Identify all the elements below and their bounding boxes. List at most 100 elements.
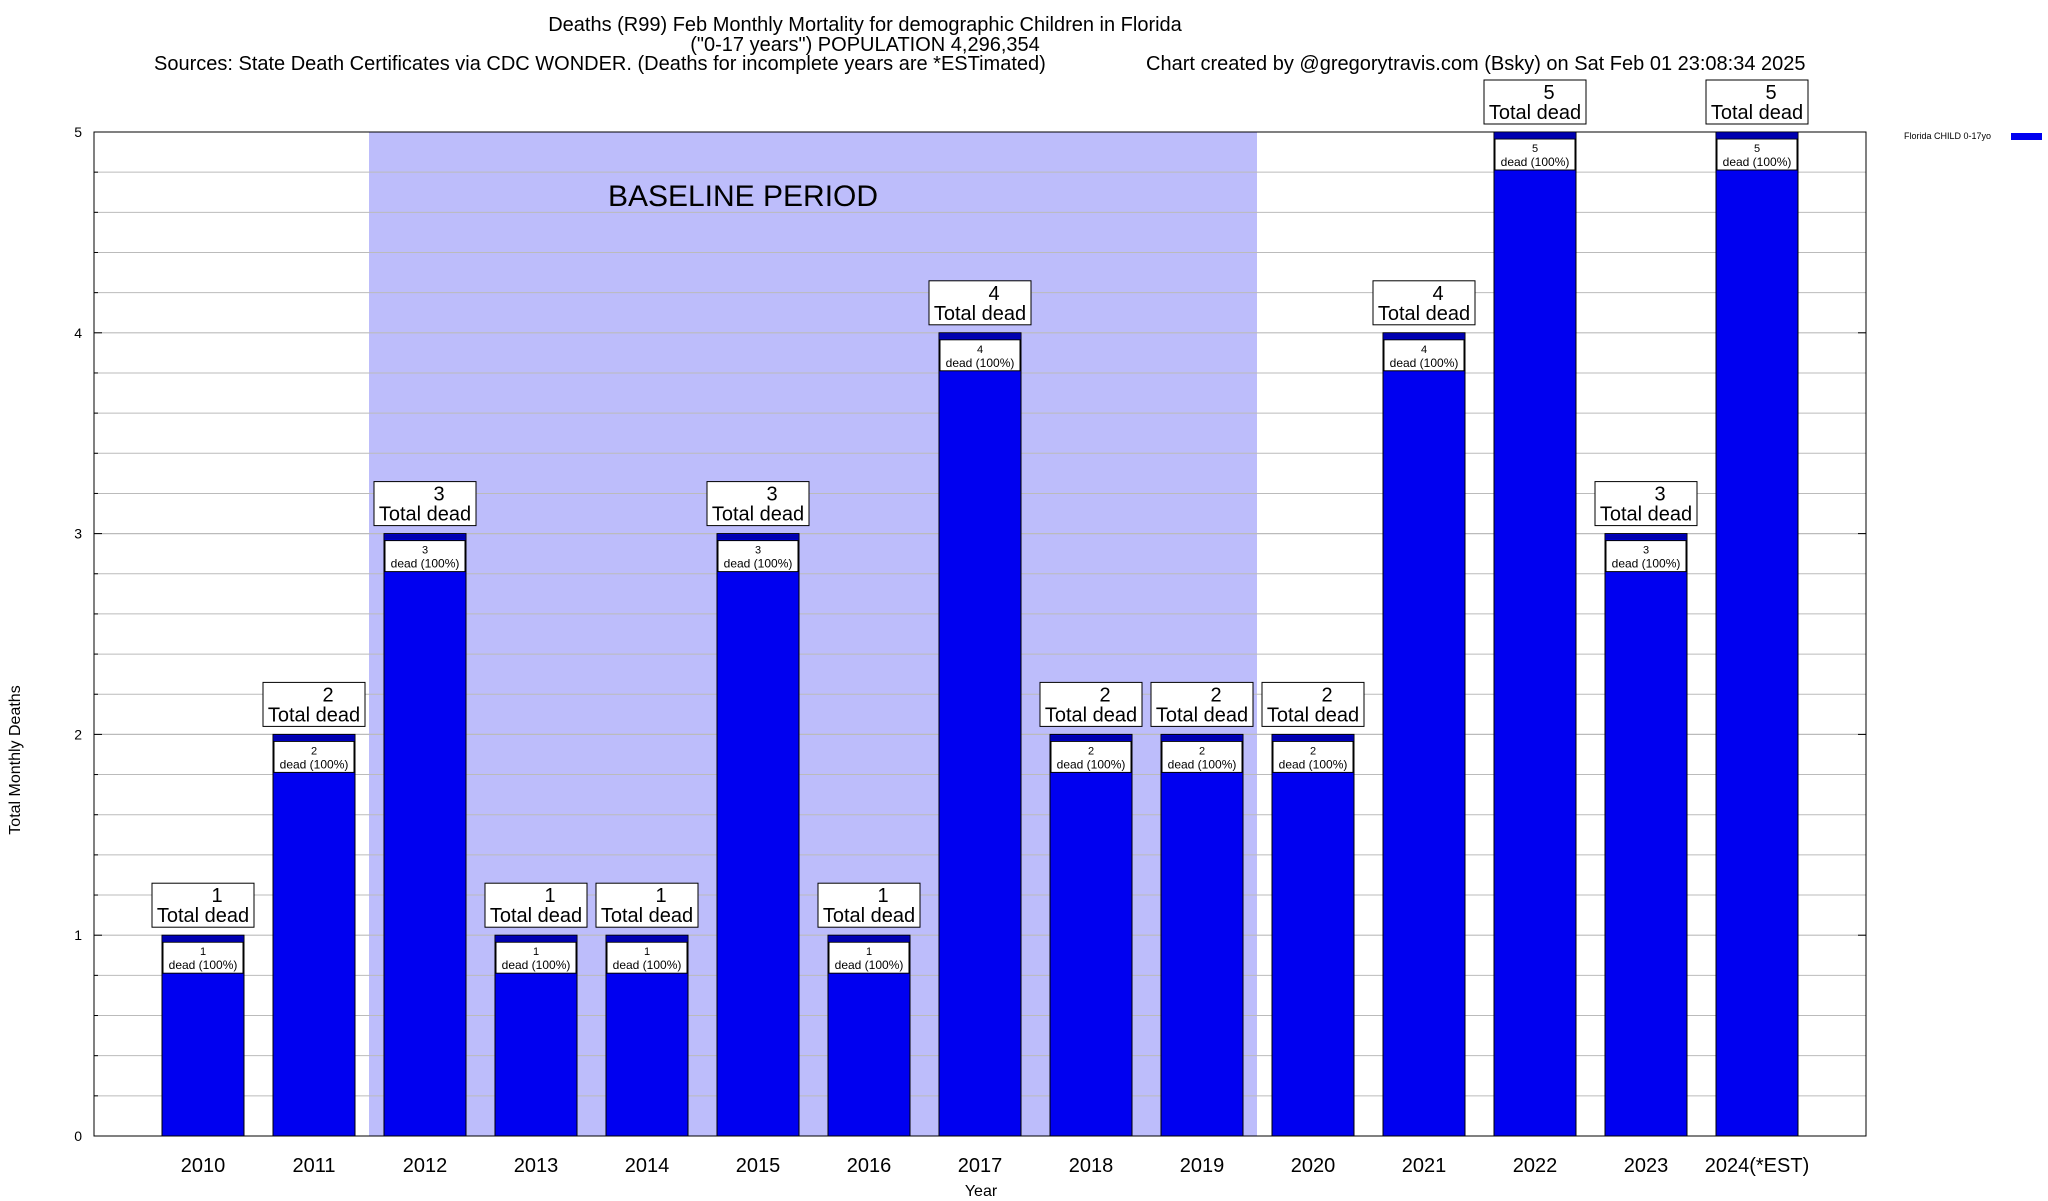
inner-label-value: 5 bbox=[1532, 143, 1538, 155]
chart-title: Deaths (R99) Feb Monthly Mortality for d… bbox=[548, 14, 1182, 36]
inner-label-value: 3 bbox=[755, 545, 761, 557]
bar bbox=[1493, 131, 1577, 1137]
total-label-value: 2 bbox=[1099, 684, 1110, 706]
total-label-value: 1 bbox=[544, 885, 555, 907]
inner-label-text: dead (100%) bbox=[1390, 356, 1459, 370]
total-label-box bbox=[484, 882, 588, 928]
inner-label-text: dead (100%) bbox=[1723, 155, 1792, 169]
inner-label-value: 3 bbox=[422, 545, 428, 557]
total-label-value: 3 bbox=[766, 484, 777, 506]
x-tick-label: 2024(*EST) bbox=[1705, 1155, 1810, 1177]
inner-label-box bbox=[1605, 540, 1687, 573]
bar-top-edge bbox=[829, 936, 909, 942]
x-tick-label: 2010 bbox=[181, 1155, 226, 1177]
total-label-box bbox=[706, 481, 810, 527]
total-label-text: Total dead bbox=[157, 905, 249, 927]
chart-credit: Chart created by @gregorytravis.com (Bsk… bbox=[1146, 53, 1806, 75]
inner-label-value: 5 bbox=[1754, 143, 1760, 155]
total-label-text: Total dead bbox=[1489, 102, 1581, 124]
inner-label-value: 2 bbox=[1199, 745, 1205, 757]
bar bbox=[1160, 733, 1244, 1137]
total-label-text: Total dead bbox=[1267, 704, 1359, 726]
total-label-value: 2 bbox=[322, 684, 333, 706]
inner-label-text: dead (100%) bbox=[613, 958, 682, 972]
total-label-text: Total dead bbox=[490, 905, 582, 927]
x-tick-label: 2014 bbox=[625, 1155, 670, 1177]
bar bbox=[383, 533, 467, 1137]
inner-label-text: dead (100%) bbox=[1612, 557, 1681, 571]
total-label-value: 2 bbox=[1321, 684, 1332, 706]
total-label-box bbox=[817, 882, 921, 928]
inner-label-text: dead (100%) bbox=[280, 757, 349, 771]
x-tick-label: 2011 bbox=[292, 1155, 335, 1177]
sources-note: Sources: State Death Certificates via CD… bbox=[154, 53, 1046, 75]
total-label-text: Total dead bbox=[268, 704, 360, 726]
inner-label-box bbox=[828, 941, 910, 974]
bar bbox=[1604, 533, 1688, 1137]
inner-label-box bbox=[495, 941, 577, 974]
x-tick-label: 2013 bbox=[514, 1155, 559, 1177]
inner-label-box bbox=[939, 339, 1021, 372]
total-label-value: 1 bbox=[655, 885, 666, 907]
total-label-box bbox=[1594, 481, 1698, 527]
bar-top-edge bbox=[1717, 133, 1797, 138]
bar-top-edge bbox=[1162, 735, 1242, 741]
inner-label-text: dead (100%) bbox=[946, 356, 1015, 370]
x-tick-label: 2015 bbox=[736, 1155, 781, 1177]
x-tick-label: 2018 bbox=[1069, 1155, 1114, 1177]
inner-label-text: dead (100%) bbox=[1168, 757, 1237, 771]
total-label-value: 4 bbox=[1432, 283, 1443, 305]
x-tick-label: 2016 bbox=[847, 1155, 892, 1177]
inner-label-value: 3 bbox=[1643, 545, 1649, 557]
y-tick-label: 2 bbox=[74, 726, 82, 742]
total-label-text: Total dead bbox=[1711, 102, 1803, 124]
bar-top-edge bbox=[1384, 333, 1464, 339]
legend-label: Florida CHILD 0-17yo bbox=[1904, 131, 1992, 141]
total-label-box bbox=[262, 681, 366, 727]
bar-top-edge bbox=[163, 936, 243, 942]
inner-label-box bbox=[1494, 138, 1576, 171]
total-label-box bbox=[151, 882, 255, 928]
x-tick-label: 2020 bbox=[1291, 1155, 1336, 1177]
inner-label-value: 2 bbox=[311, 745, 317, 757]
y-tick-label: 0 bbox=[74, 1128, 82, 1144]
bar-top-edge bbox=[385, 534, 465, 540]
bar bbox=[272, 733, 356, 1137]
y-tick-label: 5 bbox=[74, 124, 82, 140]
total-label-value: 1 bbox=[211, 885, 222, 907]
inner-label-value: 4 bbox=[977, 344, 983, 356]
total-label-text: Total dead bbox=[379, 504, 471, 526]
total-label-box bbox=[928, 280, 1032, 326]
inner-label-value: 2 bbox=[1088, 745, 1094, 757]
bar bbox=[938, 332, 1022, 1137]
total-label-text: Total dead bbox=[1045, 704, 1137, 726]
bar bbox=[1715, 131, 1799, 1137]
x-tick-label: 2023 bbox=[1624, 1155, 1669, 1177]
y-tick-label: 3 bbox=[74, 526, 82, 542]
total-label-value: 1 bbox=[877, 885, 888, 907]
bar-top-edge bbox=[940, 333, 1020, 339]
total-label-box bbox=[1150, 681, 1254, 727]
inner-label-box bbox=[273, 740, 355, 773]
bar bbox=[1382, 332, 1466, 1137]
inner-label-box bbox=[1383, 339, 1465, 372]
x-tick-label: 2012 bbox=[403, 1155, 448, 1177]
total-label-text: Total dead bbox=[934, 303, 1026, 325]
total-label-value: 5 bbox=[1543, 82, 1554, 104]
inner-label-text: dead (100%) bbox=[391, 557, 460, 571]
total-label-box bbox=[1372, 280, 1476, 326]
bar bbox=[1271, 733, 1355, 1137]
bar-top-edge bbox=[1606, 534, 1686, 540]
total-label-value: 3 bbox=[433, 484, 444, 506]
total-label-box bbox=[1483, 79, 1587, 125]
inner-label-box bbox=[1272, 740, 1354, 773]
inner-label-box bbox=[1161, 740, 1243, 773]
inner-label-value: 1 bbox=[533, 946, 539, 958]
total-label-value: 2 bbox=[1210, 684, 1221, 706]
inner-label-text: dead (100%) bbox=[1501, 155, 1570, 169]
bar-top-edge bbox=[274, 735, 354, 741]
inner-label-value: 1 bbox=[866, 946, 872, 958]
bar-top-edge bbox=[1051, 735, 1131, 741]
x-axis-label: Year bbox=[964, 1183, 998, 1200]
